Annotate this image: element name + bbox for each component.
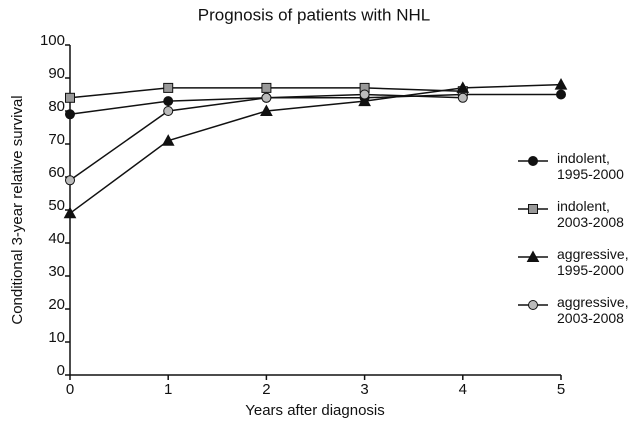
marker — [359, 89, 370, 100]
legend-item: aggressive, 1995-2000 — [510, 246, 628, 294]
y-tick-label: 70 — [48, 131, 65, 148]
chart-title: Prognosis of patients with NHL — [198, 5, 430, 24]
y-tick-label: 40 — [48, 230, 65, 247]
marker — [554, 78, 568, 90]
x-tick-label: 4 — [459, 381, 467, 398]
marker — [457, 92, 468, 103]
marker — [163, 106, 174, 116]
marker — [65, 92, 75, 103]
marker — [261, 92, 272, 103]
legend-item: aggressive, 2003-2008 — [510, 294, 628, 342]
legend-swatch — [518, 250, 548, 262]
y-tick-label: 20 — [48, 296, 65, 313]
x-tick-label: 1 — [164, 381, 172, 398]
y-tick-label: 50 — [48, 197, 65, 214]
marker — [260, 104, 273, 116]
y-tick-label: 30 — [48, 263, 65, 280]
marker — [526, 250, 540, 262]
marker — [65, 109, 75, 120]
marker — [261, 82, 272, 93]
legend-swatch — [518, 156, 548, 166]
legend-label: aggressive, 1995-2000 — [557, 246, 628, 278]
legend-label: indolent, 2003-2008 — [557, 198, 624, 230]
x-tick-label: 0 — [66, 381, 74, 398]
series-line — [69, 93, 561, 116]
y-tick-label: 100 — [40, 32, 65, 49]
marker — [161, 134, 175, 146]
y-axis-label: Conditional 3-year relative survival — [9, 95, 26, 324]
legend-swatch — [518, 300, 548, 310]
marker — [358, 94, 371, 107]
marker — [528, 156, 538, 166]
x-tick-label: 3 — [360, 381, 368, 398]
marker — [528, 204, 538, 214]
legend-swatch — [518, 204, 548, 214]
marker — [528, 300, 538, 310]
series-line — [69, 83, 562, 214]
legend-label: indolent, 1995-2000 — [557, 150, 624, 182]
marker — [556, 89, 566, 100]
marker — [65, 175, 75, 186]
x-tick-label: 2 — [262, 381, 270, 398]
y-tick-label: 0 — [57, 362, 65, 379]
y-tick-label: 90 — [48, 65, 65, 82]
legend-label: aggressive, 2003-2008 — [557, 294, 628, 326]
y-tick-label: 10 — [48, 329, 65, 346]
legend-item: indolent, 1995-2000 — [510, 150, 625, 198]
marker — [163, 82, 174, 93]
marker — [456, 81, 470, 93]
x-axis-label: Years after diagnosis — [245, 402, 385, 419]
x-tick-label: 5 — [557, 381, 565, 398]
marker — [63, 206, 77, 219]
legend-item: indolent, 2003-2008 — [510, 198, 625, 246]
marker — [163, 96, 174, 107]
legend: indolent, 1995-2000 indolent, 2003-2008 ag… — [510, 150, 628, 342]
y-tick-label: 80 — [48, 98, 65, 115]
y-tick-label: 60 — [48, 164, 65, 181]
